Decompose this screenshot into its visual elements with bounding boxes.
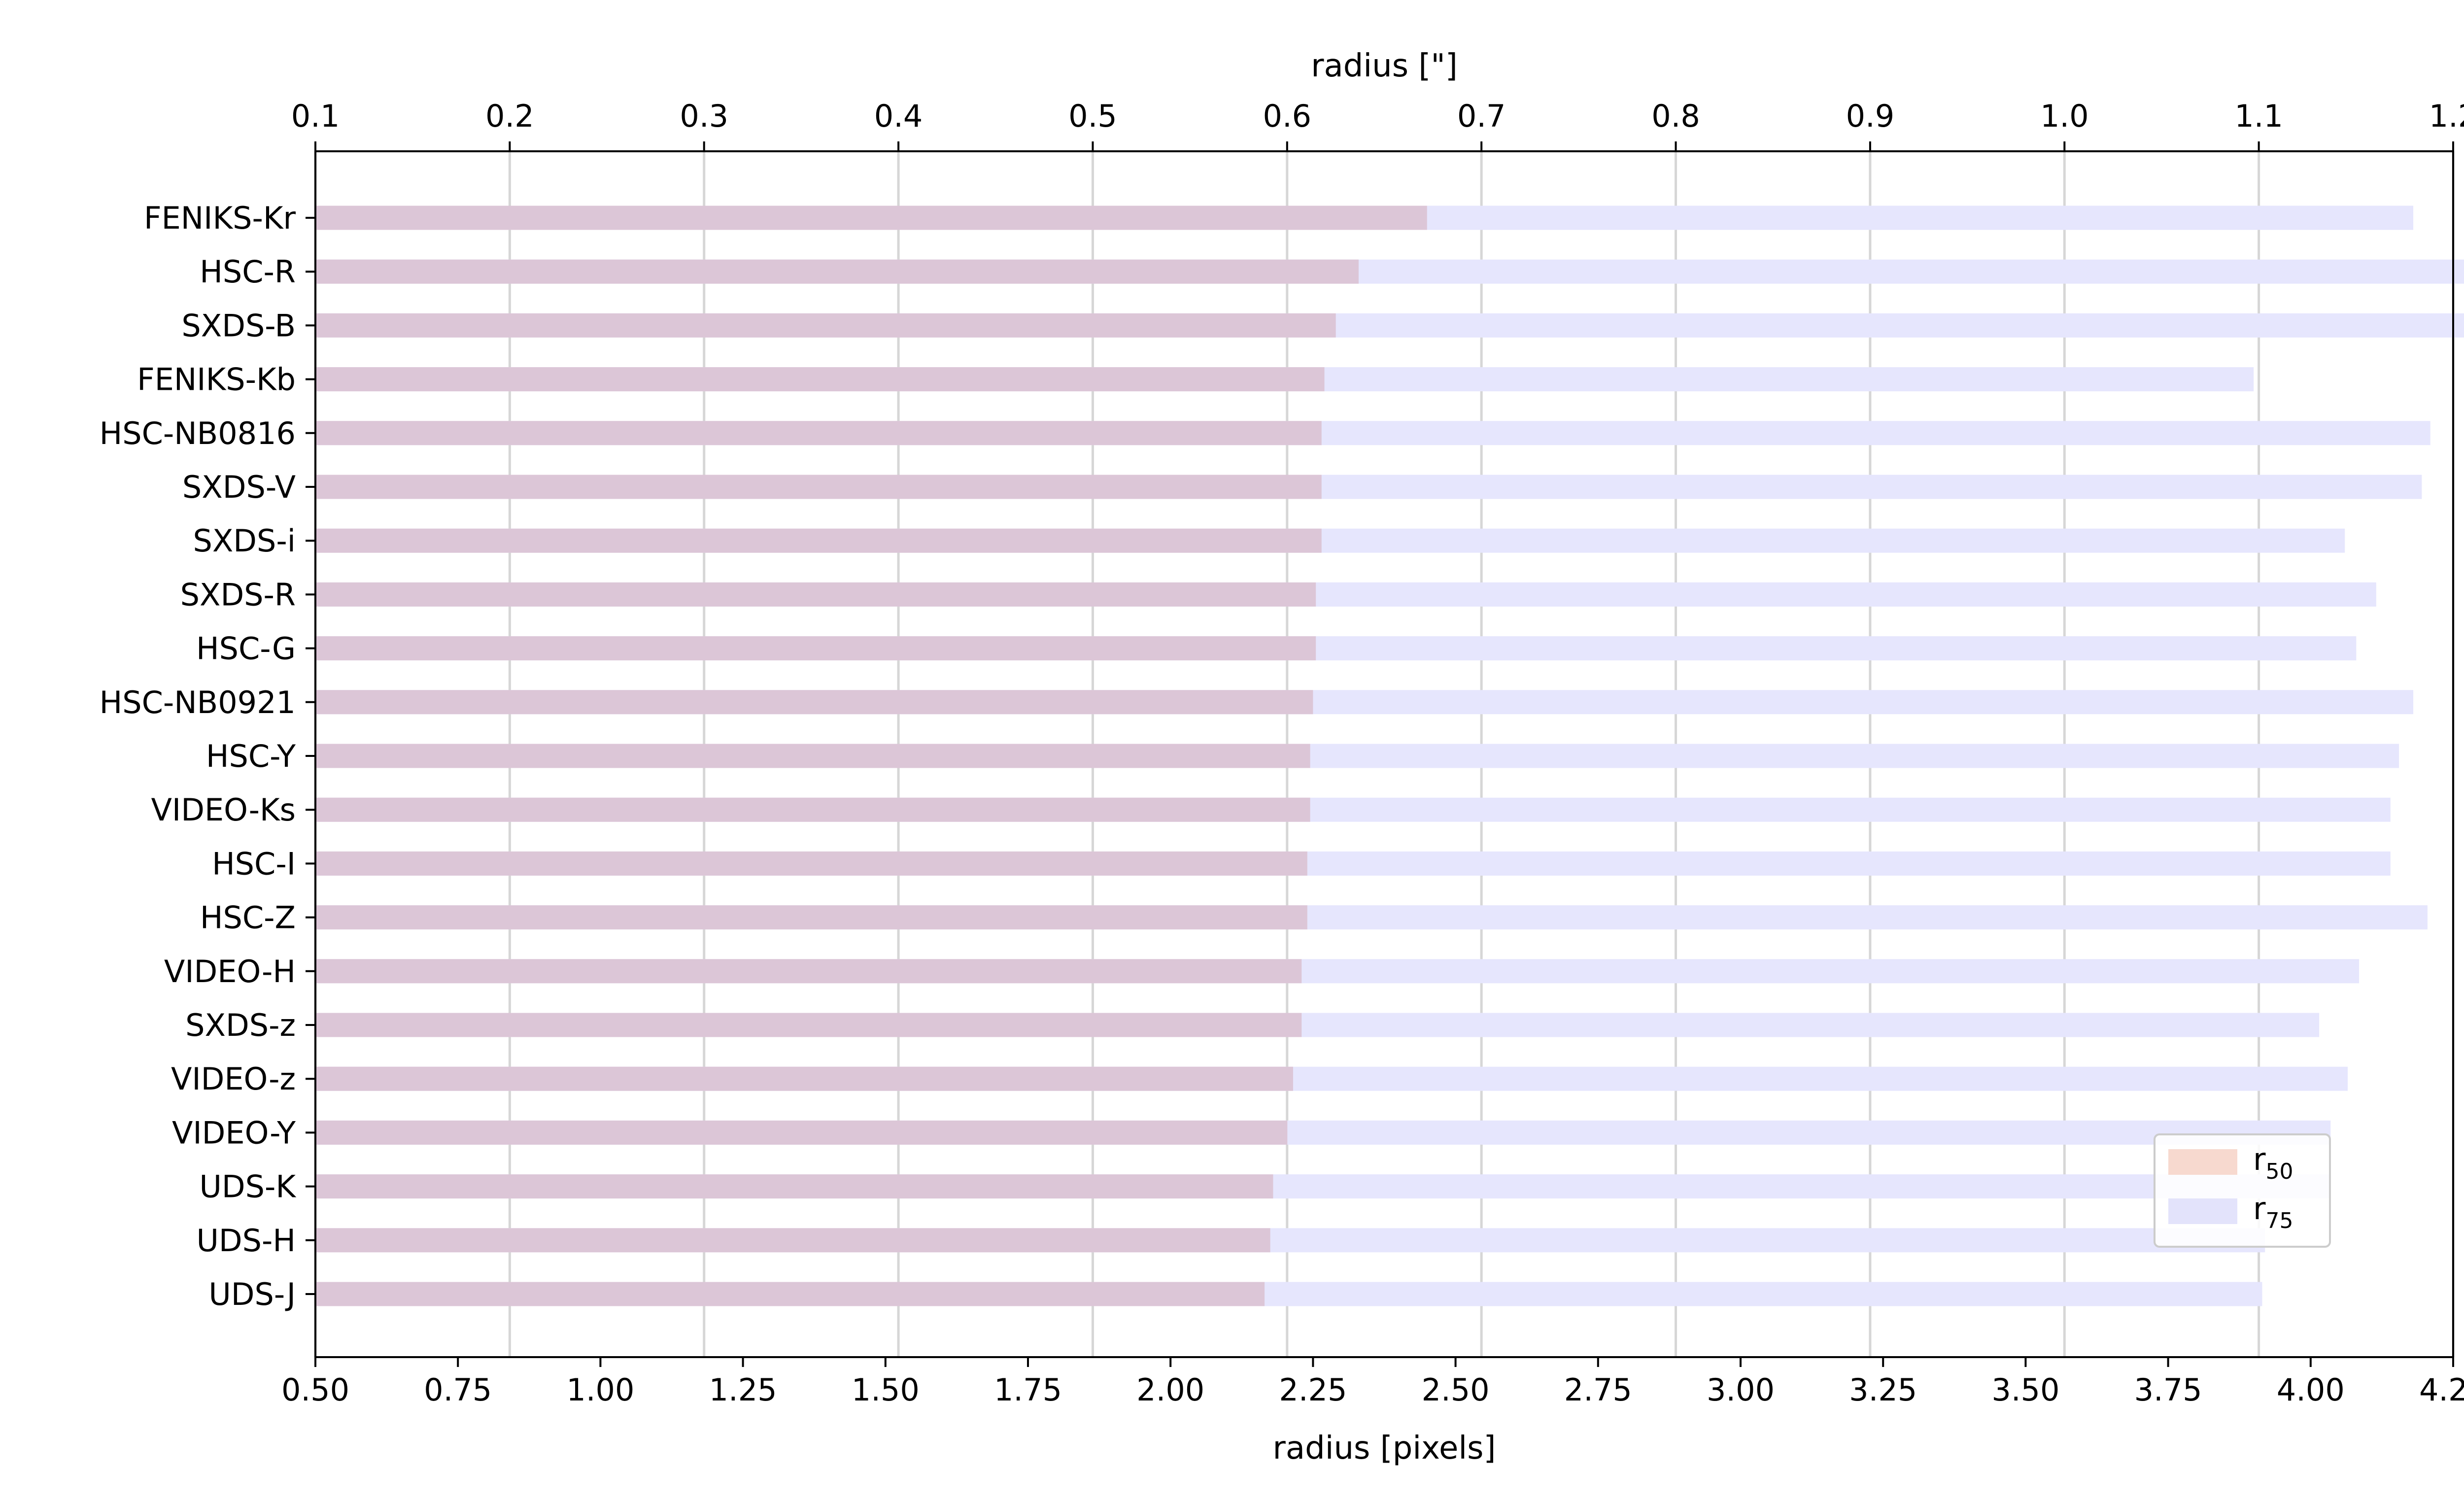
bar-r50	[315, 367, 1325, 392]
category-label: SXDS-z	[185, 1007, 296, 1043]
bar-r50	[315, 851, 1307, 876]
x-tick-label: 2.75	[1564, 1372, 1632, 1408]
x-tick-label: 4.25	[2419, 1372, 2464, 1408]
x-tick-label: 2.00	[1136, 1372, 1204, 1408]
top-x-tick-label: 0.2	[485, 98, 534, 134]
x-tick-label: 3.75	[2134, 1372, 2202, 1408]
top-x-tick-label: 0.4	[874, 98, 923, 134]
top-x-axis-title: radius ["]	[1311, 48, 1458, 84]
bar-r50	[315, 259, 1359, 284]
legend-label: r75	[2253, 1191, 2293, 1233]
legend-swatch	[2168, 1149, 2237, 1175]
bar-r50	[315, 1013, 1302, 1037]
x-tick-label: 0.50	[281, 1372, 349, 1408]
x-tick-label: 3.00	[1707, 1372, 1775, 1408]
top-x-tick-label: 0.3	[680, 98, 728, 134]
x-tick-label: 1.00	[566, 1372, 634, 1408]
bar-r50	[315, 582, 1316, 607]
category-label: HSC-Z	[200, 900, 296, 936]
category-label: HSC-G	[196, 631, 296, 667]
bar-r50	[315, 797, 1310, 822]
plot-frame	[314, 150, 2454, 1358]
category-label: VIDEO-H	[164, 954, 296, 990]
category-label: UDS-H	[197, 1223, 296, 1259]
category-label: SXDS-i	[193, 523, 296, 559]
x-tick-label: 4.00	[2277, 1372, 2345, 1408]
category-label: UDS-K	[199, 1169, 296, 1205]
x-tick-label: 2.25	[1279, 1372, 1347, 1408]
category-label: SXDS-R	[180, 577, 296, 613]
bar-r50	[315, 1174, 1273, 1199]
category-label: VIDEO-Y	[172, 1115, 296, 1151]
category-label: SXDS-B	[181, 307, 296, 343]
category-label: FENIKS-Kb	[137, 362, 296, 398]
bar-r50	[315, 475, 1322, 499]
legend-label: r50	[2253, 1141, 2293, 1184]
x-tick-label: 3.50	[1991, 1372, 2059, 1408]
category-label: HSC-I	[212, 846, 296, 882]
x-tick-label: 3.25	[1849, 1372, 1917, 1408]
x-tick-label: 1.25	[709, 1372, 777, 1408]
top-x-tick-label: 1.2	[2429, 98, 2464, 134]
bar-r50	[315, 421, 1322, 445]
category-label: VIDEO-z	[171, 1061, 296, 1097]
top-x-tick-label: 0.5	[1068, 98, 1117, 134]
bar-r50	[315, 528, 1322, 553]
x-tick-label: 2.50	[1422, 1372, 1490, 1408]
bar-r50	[315, 205, 1427, 230]
category-label: VIDEO-Ks	[151, 792, 296, 828]
top-x-tick-label: 0.9	[1846, 98, 1895, 134]
category-label: FENIKS-Kr	[144, 200, 296, 236]
category-label: HSC-Y	[206, 738, 296, 774]
category-label: HSC-NB0816	[100, 415, 296, 451]
x-axis-title: radius [pixels]	[1273, 1430, 1496, 1467]
bars-layer	[315, 205, 2464, 1306]
category-label: HSC-NB0921	[100, 684, 296, 720]
x-tick-label: 1.75	[994, 1372, 1062, 1408]
category-label: HSC-R	[200, 254, 296, 290]
category-label: SXDS-V	[182, 469, 296, 505]
top-x-tick-label: 0.1	[291, 98, 340, 134]
x-tick-label: 0.75	[424, 1372, 492, 1408]
x-tick-label: 1.50	[852, 1372, 920, 1408]
bar-r50	[315, 313, 1336, 338]
top-x-tick-label: 0.6	[1263, 98, 1312, 134]
bar-r50	[315, 690, 1313, 715]
bar-r50	[315, 959, 1302, 984]
legend-swatch	[2168, 1198, 2237, 1224]
bar-r50	[315, 1066, 1293, 1091]
top-x-tick-label: 1.0	[2040, 98, 2089, 134]
category-label: UDS-J	[208, 1276, 296, 1312]
top-x-tick-label: 0.8	[1651, 98, 1700, 134]
bar-r50	[315, 905, 1307, 930]
ticks-layer: 0.50 0.75 1.00 1.25 1.50 1.75 2.00 2.25 2.50 2.75…	[100, 98, 2464, 1408]
top-x-tick-label: 0.7	[1457, 98, 1506, 134]
bar-r50	[315, 1282, 1265, 1306]
bar-r50	[315, 636, 1316, 661]
bar-r50	[315, 1120, 1288, 1145]
bar-r50	[315, 1228, 1270, 1253]
bar-r50	[315, 744, 1310, 768]
top-x-tick-label: 1.1	[2234, 98, 2283, 134]
